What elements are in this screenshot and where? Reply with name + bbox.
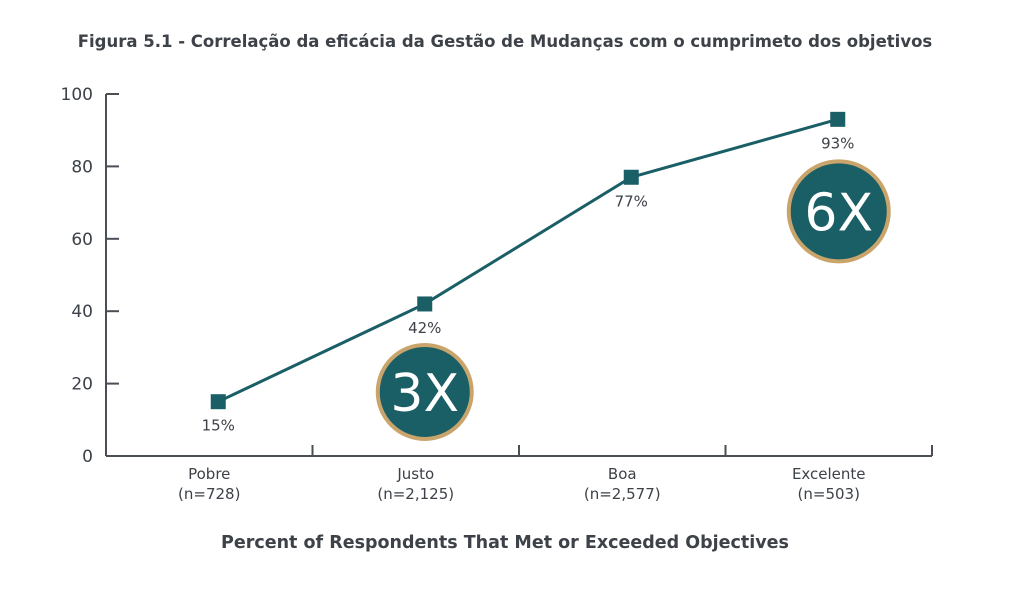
badge-circle <box>786 159 891 264</box>
multiplier-badge: 6X <box>786 159 891 264</box>
data-point <box>623 169 639 185</box>
x-axis-label: Percent of Respondents That Met or Excee… <box>221 533 789 553</box>
y-tick-label: 0 <box>82 447 93 467</box>
data-label: 42% <box>408 319 441 337</box>
y-tick-label: 100 <box>61 85 93 105</box>
multiplier-badge: 3X <box>375 342 474 441</box>
data-point <box>830 111 846 127</box>
chart-title: Figura 5.1 - Correlação da eficácia da G… <box>78 32 933 51</box>
y-tick-label: 60 <box>71 230 93 250</box>
y-tick-label: 40 <box>71 302 93 322</box>
data-label: 15% <box>202 417 235 435</box>
badge-label: 6X <box>804 183 873 243</box>
x-tick-count: (n=2,577) <box>584 485 661 503</box>
data-point <box>210 394 226 410</box>
x-tick-label: Pobre <box>188 465 230 483</box>
x-tick-label: Excelente <box>792 465 866 483</box>
x-tick-label: Boa <box>608 465 637 483</box>
badge-label: 3X <box>390 364 459 424</box>
data-label: 93% <box>821 134 854 152</box>
x-tick-label: Justo <box>396 465 434 483</box>
data-point <box>417 296 433 312</box>
y-tick-label: 80 <box>71 157 93 177</box>
x-tick-count: (n=503) <box>798 485 860 503</box>
badge-circle <box>375 342 474 441</box>
x-tick-count: (n=2,125) <box>377 485 454 503</box>
series-line <box>217 117 839 404</box>
data-label: 77% <box>615 192 648 210</box>
x-tick-count: (n=728) <box>178 485 240 503</box>
y-tick-label: 20 <box>71 375 93 395</box>
